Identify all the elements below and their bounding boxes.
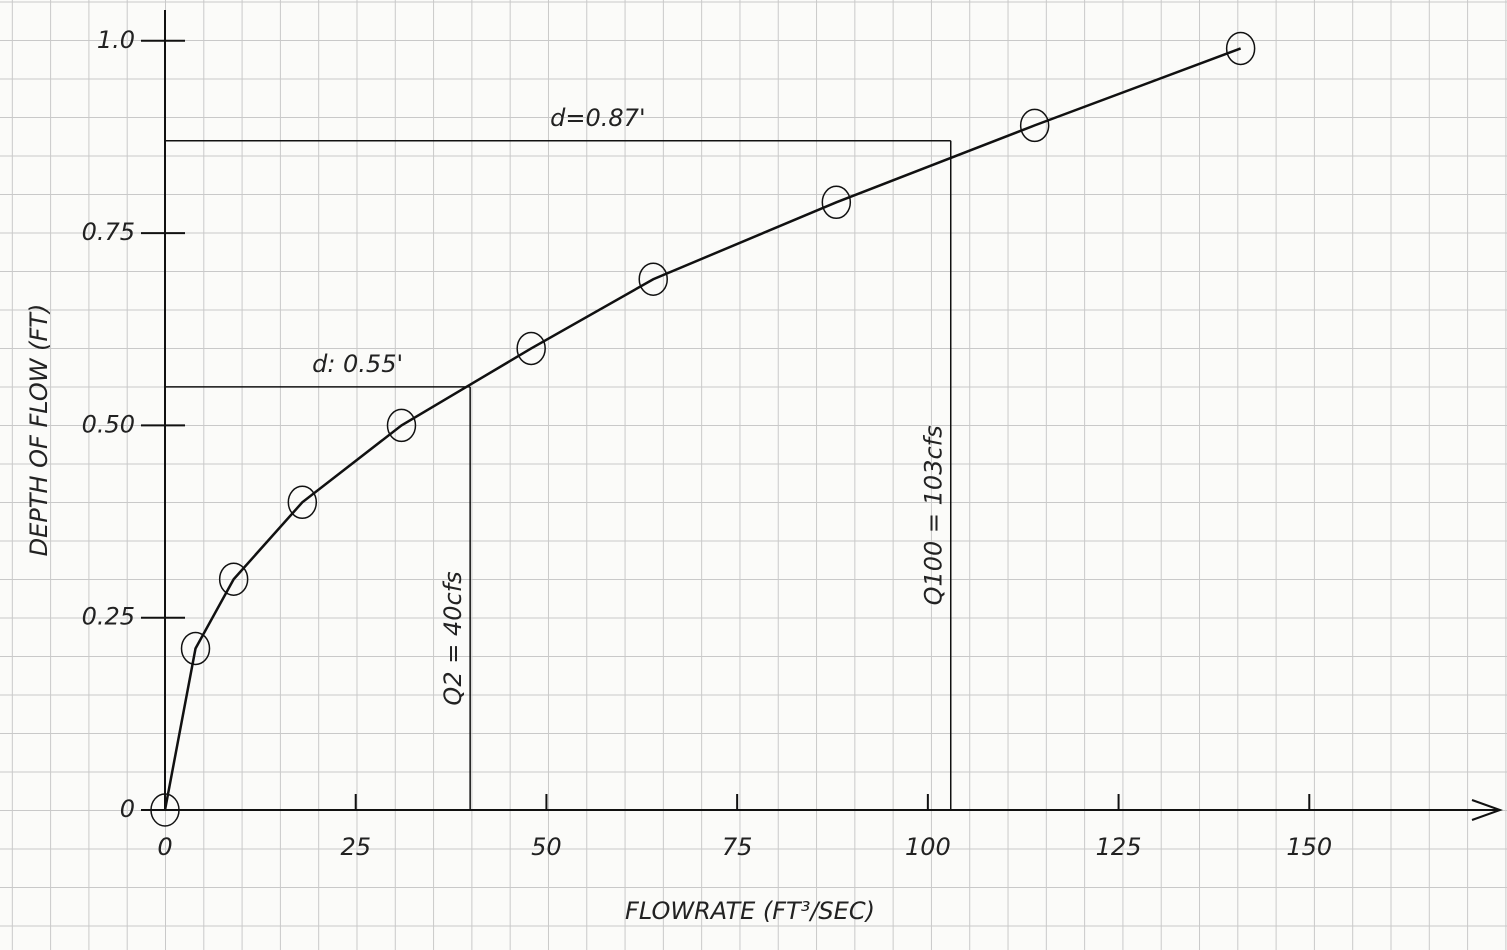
data-point bbox=[150, 793, 180, 827]
y-tick-label: 0.50 bbox=[82, 410, 135, 438]
data-point bbox=[638, 262, 668, 296]
y-tick-label: 0 bbox=[120, 795, 135, 823]
reference-x-label: Q2 = 40cfs bbox=[439, 571, 467, 705]
y-tick-label: 0.25 bbox=[82, 603, 135, 631]
data-point bbox=[180, 631, 211, 666]
x-tick-label: 75 bbox=[722, 833, 753, 861]
x-tick-label: 100 bbox=[905, 833, 951, 861]
data-point bbox=[1019, 108, 1050, 143]
data-point bbox=[1225, 31, 1256, 66]
x-axis-title: FLOWRATE (FT³/SEC) bbox=[625, 897, 875, 925]
reference-y-label: d=0.87' bbox=[550, 104, 645, 132]
data-point bbox=[386, 408, 417, 443]
reference-x-label: Q100 = 103cfs bbox=[920, 425, 948, 605]
y-tick-label: 1.0 bbox=[97, 26, 135, 54]
x-tick-label: 125 bbox=[1096, 833, 1142, 861]
x-axis-arrow bbox=[1471, 799, 1503, 821]
data-point bbox=[287, 485, 318, 520]
x-tick-label: 25 bbox=[340, 833, 371, 861]
y-axis-title: DEPTH OF FLOW (FT) bbox=[25, 304, 53, 557]
data-point bbox=[218, 562, 249, 596]
y-tick-label: 0.75 bbox=[82, 218, 135, 246]
x-tick-label: 50 bbox=[531, 833, 562, 861]
data-point bbox=[516, 331, 546, 366]
x-tick-label: 150 bbox=[1286, 833, 1332, 861]
reference-y-label: d: 0.55' bbox=[312, 350, 403, 378]
x-tick-label: 0 bbox=[157, 833, 172, 861]
data-point bbox=[821, 185, 852, 220]
data-line bbox=[163, 47, 1242, 811]
